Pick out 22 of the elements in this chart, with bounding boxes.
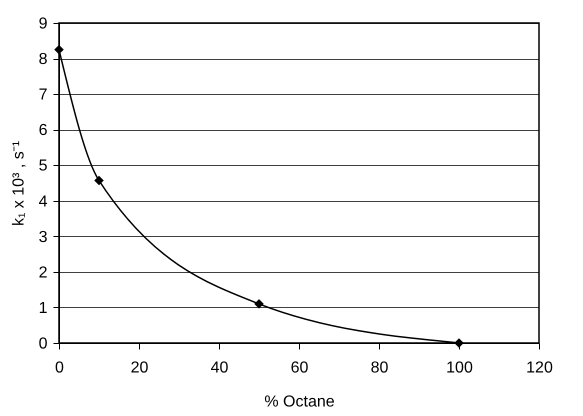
y-axis-title: k₁ x 10³ , s⁻¹ — [10, 140, 28, 226]
y-tick-label: 9 — [38, 16, 48, 32]
point — [54, 44, 64, 54]
x-tick-label: 60 — [290, 360, 308, 376]
x-tick-label: 80 — [370, 360, 388, 376]
y-tick-label: 4 — [38, 193, 48, 210]
y-tick-label: 1 — [38, 300, 48, 317]
x-tick-label: 0 — [55, 360, 64, 376]
y-tick-label: 6 — [38, 122, 48, 140]
y-tick-label: 3 — [38, 228, 48, 246]
y-tick-label: 8 — [38, 51, 48, 68]
y-tick-label: 7 — [38, 86, 48, 104]
x-tick-label: 100 — [446, 360, 473, 376]
x-axis-title: % Octane — [264, 394, 335, 410]
x-tick-label: 120 — [526, 360, 553, 376]
y-tick-label: 5 — [38, 158, 48, 175]
x-tick-label: 20 — [130, 360, 148, 376]
y-tick-label: 0 — [38, 336, 48, 352]
point — [254, 299, 264, 309]
point — [94, 176, 104, 186]
x-tick-label: 40 — [210, 360, 228, 376]
y-tick-label: 2 — [38, 264, 48, 282]
